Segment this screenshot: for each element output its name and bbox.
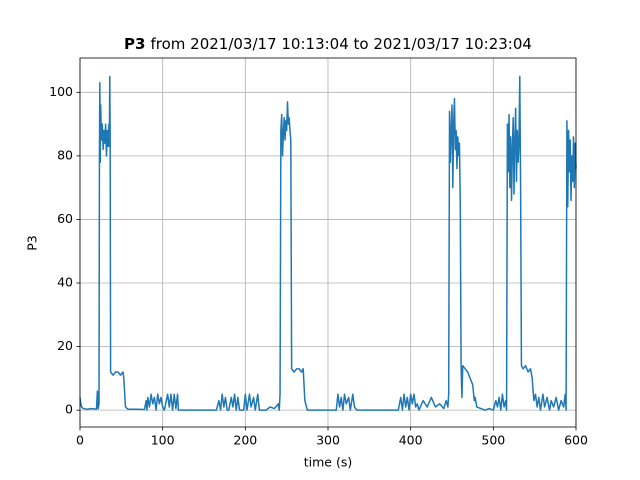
- x-tick-label: 300: [316, 433, 340, 448]
- y-tick-label: 100: [49, 84, 73, 99]
- y-tick-label: 80: [57, 147, 73, 162]
- y-tick-label: 20: [57, 338, 73, 353]
- x-tick-label: 200: [233, 433, 257, 448]
- y-axis-label: P3: [25, 235, 40, 251]
- y-tick-label: 0: [65, 402, 73, 417]
- title-rest: from 2021/03/17 10:13:04 to 2021/03/17 1…: [150, 35, 531, 53]
- y-tick-label: 40: [57, 275, 73, 290]
- x-tick-label: 500: [481, 433, 505, 448]
- plot-frame: [79, 57, 577, 428]
- x-axis-label: time (s): [304, 455, 352, 470]
- x-tick-label: 400: [399, 433, 423, 448]
- y-tick-label: 60: [57, 211, 73, 226]
- x-tick-label: 100: [151, 433, 175, 448]
- title-bold: P3: [124, 35, 145, 53]
- data-line: [79, 75, 577, 411]
- x-tick-label: 0: [76, 433, 84, 448]
- chart-title: P3 from 2021/03/17 10:13:04 to 2021/03/17…: [124, 35, 532, 53]
- x-tick-label: 600: [564, 433, 588, 448]
